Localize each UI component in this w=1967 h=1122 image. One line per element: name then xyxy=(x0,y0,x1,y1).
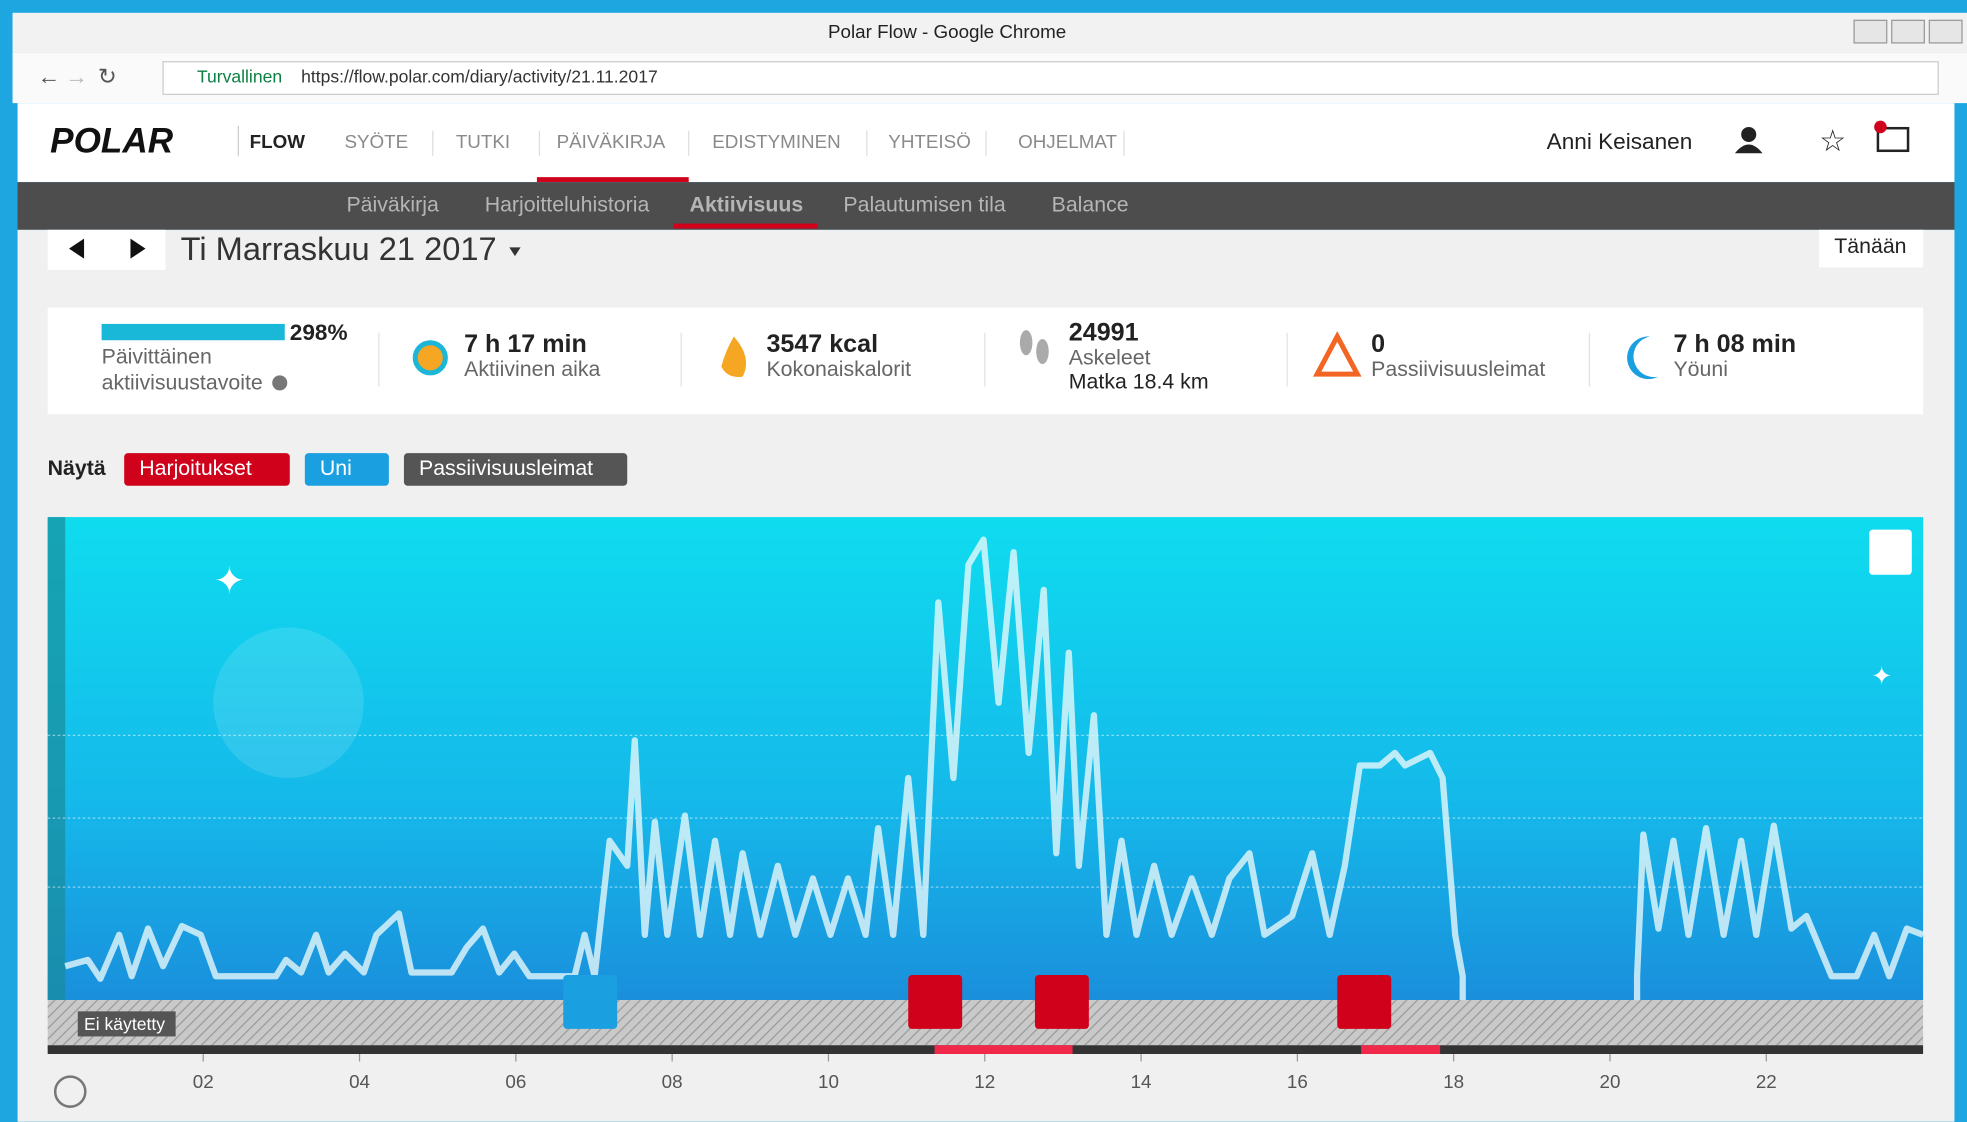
steps-icon xyxy=(1036,339,1049,364)
workout-marker[interactable] xyxy=(1035,975,1089,1029)
workout-marker[interactable] xyxy=(908,975,962,1029)
hour-label: 16 xyxy=(1287,1071,1308,1092)
date-nav xyxy=(48,230,166,270)
filter-label: Näytä xyxy=(48,456,106,480)
subnav-item[interactable]: Balance xyxy=(1052,193,1129,217)
active-label: Aktiivinen aika xyxy=(464,357,600,381)
nav-item[interactable]: PÄIVÄKIRJA xyxy=(557,131,666,152)
active-value: 7 h 17 min xyxy=(464,330,587,358)
subnav-item[interactable]: Päiväkirja xyxy=(346,193,439,217)
subnav-item[interactable]: Aktiivisuus xyxy=(690,193,804,217)
date[interactable]: Ti Marraskuu 21 2017 xyxy=(181,230,497,267)
hour-label: 12 xyxy=(974,1071,995,1092)
goal-bar xyxy=(102,324,285,340)
goal-label: aktiivisuustavoite xyxy=(102,371,263,395)
subnav-active xyxy=(674,224,818,229)
goal-label: Päivittäinen xyxy=(102,344,212,368)
hour-label: 04 xyxy=(349,1071,370,1092)
wake-marker[interactable] xyxy=(563,975,617,1029)
window-title: Polar Flow - Google Chrome xyxy=(828,21,1066,42)
steps-value: 24991 xyxy=(1069,319,1139,347)
filter-text: Uni xyxy=(320,456,352,480)
inactivity-value: 0 xyxy=(1371,330,1385,358)
not-worn-label: Ei käytetty xyxy=(84,1014,165,1034)
maximize[interactable] xyxy=(1892,20,1925,43)
level-strip xyxy=(48,517,66,1000)
reload[interactable]: ↻ xyxy=(98,64,117,89)
hour-label: 14 xyxy=(1131,1071,1152,1092)
screen: Polar Flow - Google Chrome ← → ↻ Turvall… xyxy=(0,0,1967,1122)
logo[interactable]: POLAR xyxy=(50,122,174,161)
goal-percent: 298% xyxy=(290,320,348,345)
forward[interactable]: → xyxy=(65,64,88,89)
minimize[interactable] xyxy=(1854,20,1887,43)
hour-label: 22 xyxy=(1756,1071,1777,1092)
cloud xyxy=(213,627,364,778)
hour-label: 10 xyxy=(818,1071,839,1092)
calorie-value: 3547 kcal xyxy=(766,330,878,358)
nav-item[interactable]: OHJELMAT xyxy=(1018,131,1117,152)
favorites[interactable]: ☆ xyxy=(1819,125,1846,158)
today-label: Tänään xyxy=(1834,234,1906,258)
sleep-label: Yöuni xyxy=(1673,357,1728,381)
active-icon xyxy=(415,343,445,373)
hour-label: 08 xyxy=(662,1071,683,1092)
nav-active xyxy=(537,177,689,182)
hour-label: 20 xyxy=(1600,1071,1621,1092)
hour-label: 02 xyxy=(193,1071,214,1092)
secure-label: Turvallinen xyxy=(197,67,282,87)
workout-marker[interactable] xyxy=(1337,975,1391,1029)
subnav-item[interactable]: Harjoitteluhistoria xyxy=(485,193,650,217)
close[interactable] xyxy=(1929,20,1962,43)
brand: FLOW xyxy=(250,131,306,152)
sleep-value: 7 h 08 min xyxy=(1673,330,1796,358)
nav-item[interactable]: YHTEISÖ xyxy=(888,131,971,152)
nav-item[interactable]: SYÖTE xyxy=(344,131,408,152)
steps-label: Askeleet xyxy=(1069,346,1151,370)
hour-label: 06 xyxy=(505,1071,526,1092)
info-icon[interactable] xyxy=(272,375,287,390)
nav-item[interactable]: EDISTYMINEN xyxy=(712,131,840,152)
calorie-label: Kokonaiskalorit xyxy=(766,357,911,381)
inactivity-label: Passiivisuusleimat xyxy=(1371,357,1545,381)
filter-text: Harjoitukset xyxy=(139,456,252,480)
user-name[interactable]: Anni Keisanen xyxy=(1547,129,1693,154)
hour-label: 18 xyxy=(1443,1071,1464,1092)
distance: Matka 18.4 km xyxy=(1069,369,1209,393)
filter-text: Passiivisuusleimat xyxy=(419,456,593,480)
user-icon xyxy=(1741,127,1756,142)
steps-icon xyxy=(1020,330,1033,355)
notification-dot xyxy=(1874,121,1887,134)
star: ✦ xyxy=(1871,662,1892,690)
not-worn-band xyxy=(48,1000,1923,1045)
nav-item[interactable]: TUTKI xyxy=(456,131,510,152)
star: ✦ xyxy=(214,560,246,602)
subnav-item[interactable]: Palautumisen tila xyxy=(843,193,1005,217)
export-button[interactable] xyxy=(1869,530,1912,575)
back[interactable]: ← xyxy=(38,64,61,89)
url: https://flow.polar.com/diary/activity/21… xyxy=(301,67,658,87)
